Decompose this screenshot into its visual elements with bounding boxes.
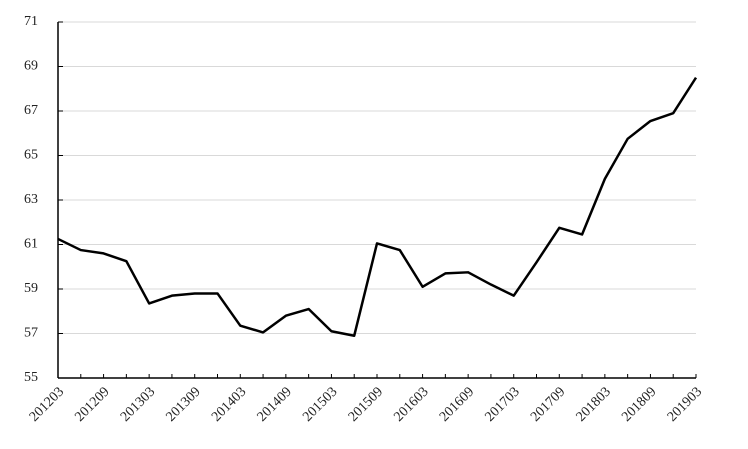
- x-tick-label: 201903: [665, 384, 705, 424]
- y-tick-label: 59: [24, 281, 38, 296]
- y-tick-label: 57: [24, 326, 38, 341]
- x-tick-label: 201509: [346, 384, 386, 424]
- y-tick-label: 71: [24, 14, 38, 29]
- x-tick-label: 201803: [574, 384, 614, 424]
- y-tick-label: 67: [24, 103, 38, 118]
- y-tick-label: 69: [24, 59, 38, 74]
- x-tick-label: 201703: [483, 384, 523, 424]
- line-series: [57, 76, 698, 337]
- x-tick-label: 201209: [72, 384, 112, 424]
- y-tick-label: 63: [24, 192, 38, 207]
- x-tick-label: 201609: [437, 384, 477, 424]
- x-tick-label: 201309: [164, 384, 204, 424]
- x-tick-label: 201409: [255, 384, 295, 424]
- y-tick-label: 65: [24, 148, 38, 163]
- y-tick-label: 61: [24, 237, 38, 252]
- x-tick-label: 201603: [391, 384, 431, 424]
- x-tick-label: 201403: [209, 384, 249, 424]
- x-tick-label: 201303: [118, 384, 158, 424]
- x-tick-label: 201203: [27, 384, 67, 424]
- y-tick-label: 55: [24, 370, 38, 385]
- x-tick-label: 201709: [528, 384, 568, 424]
- x-tick-label: 201503: [300, 384, 340, 424]
- x-tick-label: 201809: [619, 384, 659, 424]
